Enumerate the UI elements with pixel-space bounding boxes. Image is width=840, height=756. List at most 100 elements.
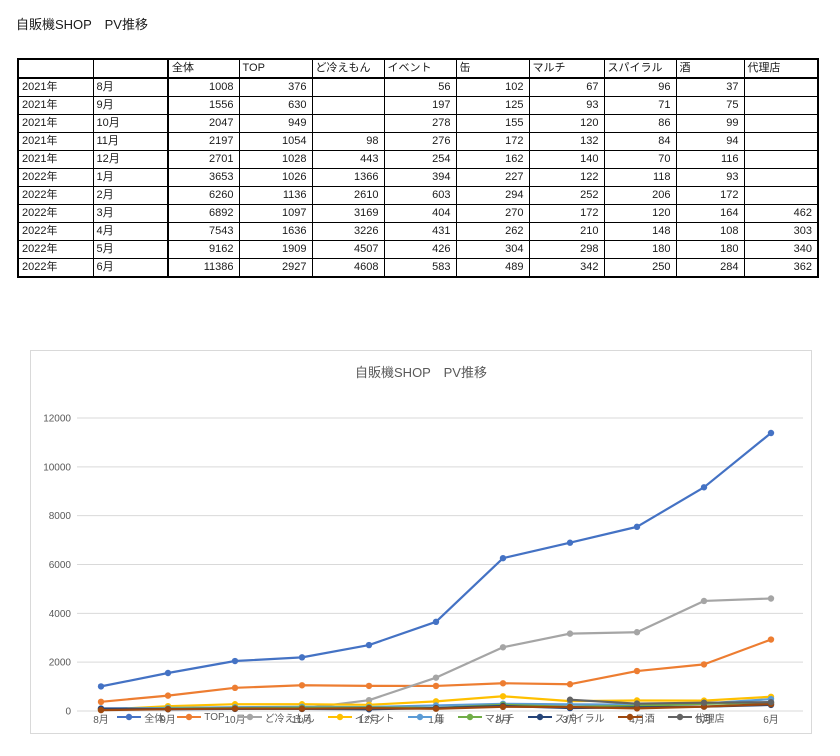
- table-corner-cell[interactable]: [17, 58, 94, 79]
- table-corner-cell[interactable]: [92, 58, 169, 79]
- value-cell[interactable]: 262: [455, 222, 530, 241]
- year-cell[interactable]: 2021年: [17, 77, 94, 97]
- value-cell[interactable]: 1028: [238, 150, 313, 169]
- value-cell[interactable]: 56: [383, 77, 457, 97]
- value-cell[interactable]: 3653: [167, 168, 240, 187]
- month-cell[interactable]: 5月: [92, 240, 169, 259]
- value-cell[interactable]: 1054: [238, 132, 313, 151]
- value-cell[interactable]: 93: [528, 96, 605, 115]
- value-cell[interactable]: 172: [455, 132, 530, 151]
- value-cell[interactable]: 96: [603, 77, 677, 97]
- value-cell[interactable]: 1097: [238, 204, 313, 223]
- year-cell[interactable]: 2022年: [17, 204, 94, 223]
- value-cell[interactable]: 120: [528, 114, 605, 133]
- value-cell[interactable]: 376: [238, 77, 313, 97]
- value-cell[interactable]: 120: [603, 204, 677, 223]
- value-cell[interactable]: 1008: [167, 77, 240, 97]
- value-cell[interactable]: 362: [743, 258, 819, 278]
- month-cell[interactable]: 10月: [92, 114, 169, 133]
- value-cell[interactable]: 206: [603, 186, 677, 205]
- value-cell[interactable]: 394: [383, 168, 457, 187]
- value-cell[interactable]: 172: [528, 204, 605, 223]
- year-cell[interactable]: 2021年: [17, 114, 94, 133]
- value-cell[interactable]: 164: [675, 204, 745, 223]
- month-cell[interactable]: 2月: [92, 186, 169, 205]
- value-cell[interactable]: [743, 77, 819, 97]
- value-cell[interactable]: 7543: [167, 222, 240, 241]
- month-cell[interactable]: 1月: [92, 168, 169, 187]
- year-cell[interactable]: 2022年: [17, 240, 94, 259]
- month-cell[interactable]: 3月: [92, 204, 169, 223]
- value-cell[interactable]: 116: [675, 150, 745, 169]
- value-cell[interactable]: 294: [455, 186, 530, 205]
- value-cell[interactable]: 37: [675, 77, 745, 97]
- pv-trend-chart[interactable]: 自販機SHOP PV推移 0 2000 4000 6000 8000 10000 12000…: [30, 350, 812, 734]
- value-cell[interactable]: 1556: [167, 96, 240, 115]
- value-cell[interactable]: 162: [455, 150, 530, 169]
- value-cell[interactable]: 426: [383, 240, 457, 259]
- value-cell[interactable]: 2927: [238, 258, 313, 278]
- value-cell[interactable]: 254: [383, 150, 457, 169]
- value-cell[interactable]: 342: [528, 258, 605, 278]
- value-cell[interactable]: 86: [603, 114, 677, 133]
- value-cell[interactable]: 303: [743, 222, 819, 241]
- value-cell[interactable]: 278: [383, 114, 457, 133]
- value-cell[interactable]: [743, 132, 819, 151]
- table-col-header[interactable]: ど冷えもん: [311, 58, 385, 79]
- value-cell[interactable]: 1026: [238, 168, 313, 187]
- year-cell[interactable]: 2021年: [17, 96, 94, 115]
- value-cell[interactable]: 6892: [167, 204, 240, 223]
- value-cell[interactable]: 949: [238, 114, 313, 133]
- year-cell[interactable]: 2022年: [17, 168, 94, 187]
- table-col-header[interactable]: 全体: [167, 58, 240, 79]
- year-cell[interactable]: 2022年: [17, 222, 94, 241]
- value-cell[interactable]: [311, 96, 385, 115]
- value-cell[interactable]: 180: [603, 240, 677, 259]
- value-cell[interactable]: 489: [455, 258, 530, 278]
- value-cell[interactable]: 148: [603, 222, 677, 241]
- value-cell[interactable]: 603: [383, 186, 457, 205]
- table-col-header[interactable]: 酒: [675, 58, 745, 79]
- value-cell[interactable]: 140: [528, 150, 605, 169]
- table-col-header[interactable]: TOP: [238, 58, 313, 79]
- table-col-header[interactable]: 代理店: [743, 58, 819, 79]
- month-cell[interactable]: 6月: [92, 258, 169, 278]
- value-cell[interactable]: 443: [311, 150, 385, 169]
- value-cell[interactable]: 93: [675, 168, 745, 187]
- value-cell[interactable]: 122: [528, 168, 605, 187]
- value-cell[interactable]: 270: [455, 204, 530, 223]
- value-cell[interactable]: 132: [528, 132, 605, 151]
- value-cell[interactable]: 99: [675, 114, 745, 133]
- value-cell[interactable]: 71: [603, 96, 677, 115]
- value-cell[interactable]: 180: [675, 240, 745, 259]
- value-cell[interactable]: 1366: [311, 168, 385, 187]
- value-cell[interactable]: 276: [383, 132, 457, 151]
- value-cell[interactable]: 67: [528, 77, 605, 97]
- value-cell[interactable]: 298: [528, 240, 605, 259]
- value-cell[interactable]: 284: [675, 258, 745, 278]
- value-cell[interactable]: 250: [603, 258, 677, 278]
- value-cell[interactable]: [743, 150, 819, 169]
- value-cell[interactable]: 404: [383, 204, 457, 223]
- value-cell[interactable]: 2701: [167, 150, 240, 169]
- value-cell[interactable]: 252: [528, 186, 605, 205]
- value-cell[interactable]: [311, 77, 385, 97]
- month-cell[interactable]: 8月: [92, 77, 169, 97]
- value-cell[interactable]: 630: [238, 96, 313, 115]
- value-cell[interactable]: 84: [603, 132, 677, 151]
- value-cell[interactable]: 94: [675, 132, 745, 151]
- value-cell[interactable]: 1636: [238, 222, 313, 241]
- value-cell[interactable]: 431: [383, 222, 457, 241]
- table-col-header[interactable]: マルチ: [528, 58, 605, 79]
- value-cell[interactable]: 1909: [238, 240, 313, 259]
- value-cell[interactable]: 3169: [311, 204, 385, 223]
- month-cell[interactable]: 12月: [92, 150, 169, 169]
- table-col-header[interactable]: イベント: [383, 58, 457, 79]
- value-cell[interactable]: 11386: [167, 258, 240, 278]
- table-col-header[interactable]: 缶: [455, 58, 530, 79]
- value-cell[interactable]: 9162: [167, 240, 240, 259]
- value-cell[interactable]: [311, 114, 385, 133]
- value-cell[interactable]: 172: [675, 186, 745, 205]
- value-cell[interactable]: 125: [455, 96, 530, 115]
- year-cell[interactable]: 2022年: [17, 258, 94, 278]
